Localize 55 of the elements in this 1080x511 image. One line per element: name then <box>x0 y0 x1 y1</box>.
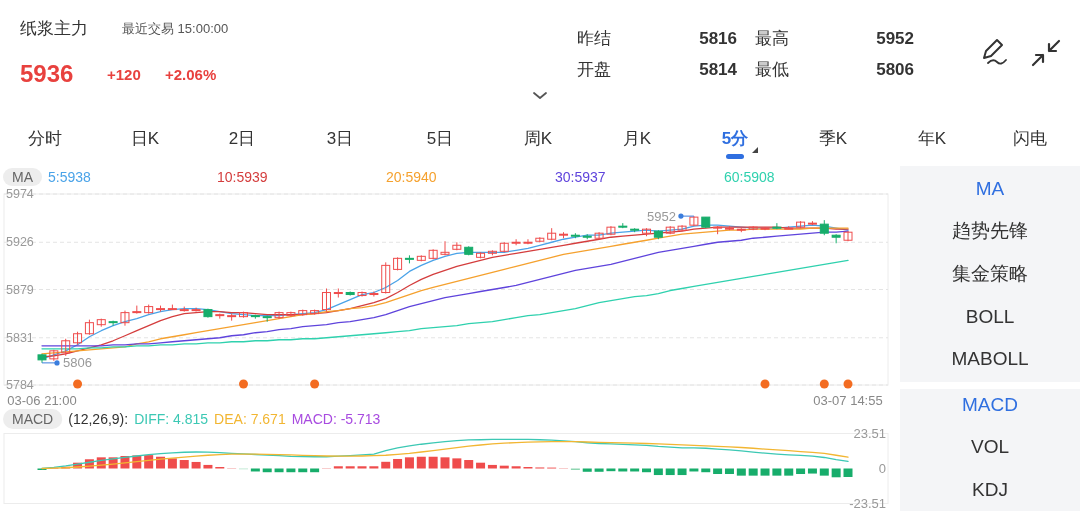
series-label: DEA: 7.671 <box>214 411 286 427</box>
text: 5936 <box>20 59 74 87</box>
text: MACD <box>962 393 1018 415</box>
text: 5日 <box>426 128 454 148</box>
text: 最低 <box>755 59 789 79</box>
legend-title: MACD <box>12 411 54 427</box>
text: BOLL <box>965 305 1015 327</box>
text: 5806 <box>876 59 914 79</box>
text: 趋势先锋 <box>952 219 1028 241</box>
y-tick-label: 5784 <box>6 378 34 392</box>
y-tick-label: 0 <box>878 461 886 476</box>
text: 集金策略 <box>952 262 1028 284</box>
y-tick-label: 5926 <box>6 235 34 250</box>
legend-title: MA <box>12 169 34 185</box>
y-tick-label: -23.51 <box>849 496 886 511</box>
text: 最高 <box>755 28 789 48</box>
text: 20:5940 <box>386 169 437 185</box>
text: +120 <box>107 65 141 83</box>
text: 日K <box>130 128 160 148</box>
x-tick-label: 03-06 21:00 <box>7 392 77 408</box>
text: 开盘 <box>577 59 611 79</box>
text: 10:5939 <box>217 169 268 185</box>
text: 闪电 <box>1013 128 1047 148</box>
text: MA <box>975 177 1005 199</box>
y-tick-label: 23.51 <box>853 426 886 441</box>
text: KDJ <box>972 478 1008 500</box>
text: (12,26,9): <box>68 411 129 427</box>
series-label: DIFF: 4.815 <box>134 411 209 427</box>
text: 昨结 <box>577 28 611 48</box>
text: 季K <box>818 128 848 148</box>
text: 30:5937 <box>555 169 606 185</box>
text: 周K <box>523 128 553 148</box>
annotation: 5952 <box>646 208 676 224</box>
x-tick-label: 03-07 14:55 <box>813 392 883 408</box>
y-tick-label: 5879 <box>6 282 34 297</box>
annotation: 5806 <box>63 355 92 371</box>
text: 纸浆主力 <box>20 18 88 38</box>
text: 60:5908 <box>724 169 775 185</box>
text: MACD: -5.713 <box>291 411 381 427</box>
text: 3日 <box>326 128 354 148</box>
text: 分时 <box>28 128 62 148</box>
text: 年K <box>917 128 947 148</box>
text: VOL <box>970 435 1010 457</box>
text: MABOLL <box>951 347 1029 369</box>
y-tick-label: 5831 <box>6 330 34 345</box>
text: 5分 <box>721 128 750 148</box>
text: 月K <box>622 128 652 148</box>
text: 5952 <box>876 28 914 48</box>
y-tick-label: 5974 <box>6 187 34 201</box>
text: 5816 <box>699 28 737 48</box>
text: 5:5938 <box>48 169 92 185</box>
text: 2日 <box>228 128 256 148</box>
text: 5814 <box>699 59 738 79</box>
text: +2.06% <box>165 65 217 83</box>
text: 最近交易 15:00:00 <box>122 20 229 36</box>
